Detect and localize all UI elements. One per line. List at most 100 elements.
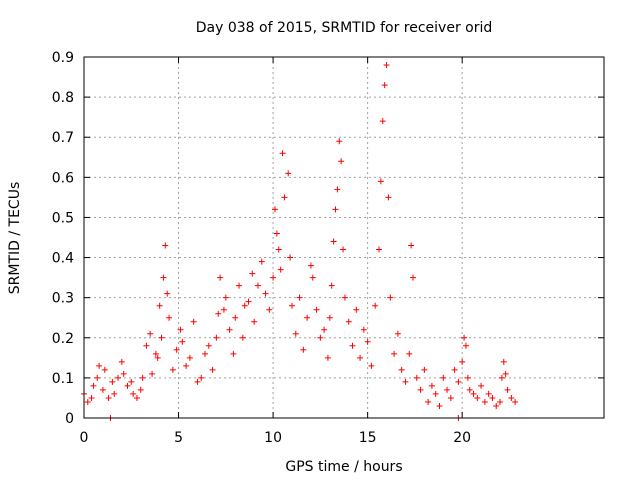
data-point	[398, 366, 405, 373]
data-point	[251, 318, 258, 325]
y-tick-label: 0.4	[52, 251, 74, 267]
data-point	[137, 386, 144, 393]
data-point	[461, 334, 468, 341]
data-point	[502, 370, 509, 377]
data-point	[402, 378, 409, 385]
data-point	[99, 386, 106, 393]
x-tick-label: 10	[264, 430, 282, 446]
data-point	[245, 298, 252, 305]
data-point	[285, 170, 292, 177]
data-point	[410, 274, 417, 281]
data-point	[173, 346, 180, 353]
data-point	[425, 398, 432, 405]
data-point	[88, 394, 95, 401]
data-point	[428, 382, 435, 389]
data-point	[169, 366, 176, 373]
data-point	[300, 346, 307, 353]
data-point	[478, 382, 485, 389]
data-point	[432, 390, 439, 397]
data-point	[105, 394, 112, 401]
data-point	[84, 398, 91, 405]
data-point	[447, 394, 454, 401]
data-point	[451, 366, 458, 373]
data-point	[394, 330, 401, 337]
data-point	[179, 338, 186, 345]
data-point	[326, 314, 333, 321]
data-point	[504, 386, 511, 393]
tick-labels: 0 0.1 0.2 0.3 0.4 0.5 0.6 0.7 0.8 0.9 0 5 10 15 20	[52, 50, 471, 446]
data-point	[462, 342, 469, 349]
data-point	[377, 178, 384, 185]
data-point	[413, 374, 420, 381]
data-point	[118, 358, 125, 365]
data-point	[508, 394, 515, 401]
data-point	[364, 338, 371, 345]
data-point	[213, 334, 220, 341]
data-point	[349, 342, 356, 349]
x-axis-label: GPS time / hours	[285, 459, 402, 475]
data-point	[271, 206, 278, 213]
data-point	[408, 242, 415, 249]
data-point	[128, 378, 135, 385]
data-point	[485, 390, 492, 397]
data-point	[313, 306, 320, 313]
data-point	[317, 334, 324, 341]
y-axis-label: SRMTID / TECUs	[7, 182, 23, 295]
data-points	[81, 62, 519, 421]
data-point	[266, 306, 273, 313]
data-point	[332, 206, 339, 213]
data-point	[139, 374, 146, 381]
data-point	[498, 374, 505, 381]
x-tick-label: 5	[174, 430, 183, 446]
plot-frame	[83, 56, 605, 419]
data-point	[154, 354, 161, 361]
y-tick-label: 0.1	[52, 371, 74, 387]
data-point	[383, 62, 390, 69]
data-point	[156, 302, 163, 309]
data-point	[440, 374, 447, 381]
data-point	[375, 246, 382, 253]
x-tick-label: 0	[80, 430, 89, 446]
data-point	[368, 362, 375, 369]
data-point	[321, 326, 328, 333]
data-point	[149, 370, 156, 377]
data-point	[183, 362, 190, 369]
data-point	[360, 326, 367, 333]
data-point	[236, 282, 243, 289]
y-tick-label: 0.3	[52, 291, 74, 307]
data-point	[464, 374, 471, 381]
data-point	[330, 238, 337, 245]
data-point	[379, 118, 386, 125]
data-point	[202, 350, 209, 357]
data-point	[417, 386, 424, 393]
data-point	[152, 350, 159, 357]
data-point	[115, 374, 122, 381]
data-point	[341, 294, 348, 301]
data-point	[215, 310, 222, 317]
x-tick-label: 20	[453, 430, 471, 446]
data-point	[474, 394, 481, 401]
data-point	[406, 350, 413, 357]
y-tick-label: 0.8	[52, 90, 74, 106]
data-point	[198, 374, 205, 381]
data-point	[436, 402, 443, 409]
data-point	[262, 290, 269, 297]
data-point	[160, 274, 167, 281]
data-point	[109, 378, 116, 385]
grid-lines	[84, 57, 604, 418]
data-point	[90, 382, 97, 389]
data-point	[241, 302, 248, 309]
data-point	[186, 354, 193, 361]
chart-title: Day 038 of 2015, SRMTID for receiver ori…	[196, 20, 493, 36]
data-point	[459, 358, 466, 365]
data-point	[353, 306, 360, 313]
data-point	[493, 402, 500, 409]
y-tick-label: 0.5	[52, 210, 74, 226]
data-point	[281, 194, 288, 201]
data-point	[512, 398, 519, 405]
y-tick-label: 0.6	[52, 170, 74, 186]
data-point	[466, 386, 473, 393]
data-point	[226, 326, 233, 333]
